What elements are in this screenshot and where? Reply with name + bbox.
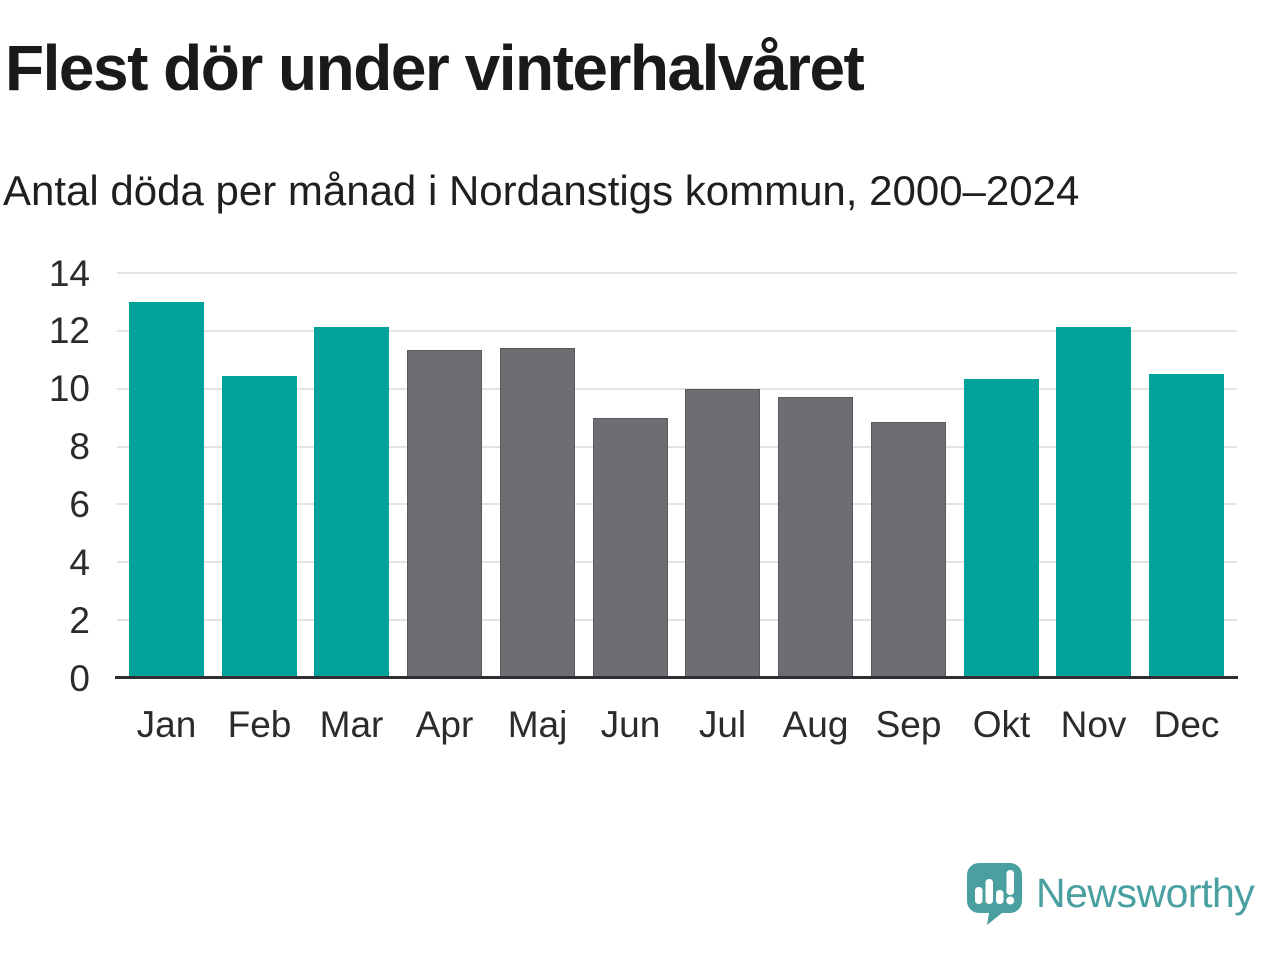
chart-subtitle: Antal döda per månad i Nordanstigs kommu…: [3, 167, 1080, 214]
gridline-4: [117, 561, 1237, 564]
y-axis-tick-label-8: 8: [69, 426, 90, 468]
y-axis-tick-label-6: 6: [69, 483, 90, 525]
bar-nov: [1056, 327, 1131, 678]
newsworthy-logo-text: Newsworthy: [1036, 870, 1255, 916]
y-axis-tick-label-0: 0: [69, 657, 90, 699]
bar-okt: [964, 379, 1039, 678]
gridline-6: [117, 503, 1237, 506]
bar-chart: 0 2 4 6 8 10 12 14 Jan Feb Mar Apr Maj Jun Jul Aug Sep Ok…: [48, 252, 1238, 745]
bar-dec: [1149, 374, 1224, 678]
bar-jul: [685, 389, 760, 678]
chart-title: Flest dör under vinterhalvåret: [5, 32, 865, 104]
bar-jan: [129, 302, 204, 678]
y-axis-tick-label-4: 4: [69, 541, 90, 583]
bar-sep: [871, 422, 946, 678]
x-axis-label-mar: Mar: [319, 704, 384, 745]
x-axis-label-apr: Apr: [415, 704, 474, 745]
y-axis-tick-label-2: 2: [69, 599, 90, 641]
x-axis-label-aug: Aug: [782, 704, 849, 745]
bar-maj: [500, 348, 575, 678]
bar-feb: [222, 376, 297, 678]
newsworthy-logo-icon: [967, 863, 1022, 925]
bar-mar: [314, 327, 389, 678]
x-axis-label-dec: Dec: [1153, 704, 1220, 745]
newsworthy-logo: Newsworthy: [966, 862, 1255, 926]
x-axis-label-jun: Jun: [600, 704, 661, 745]
x-axis-label-sep: Sep: [875, 704, 942, 745]
bar-jun: [593, 418, 668, 678]
x-axis-label-jul: Jul: [698, 704, 747, 745]
x-axis-line: [115, 676, 1238, 679]
y-axis-tick-label-10: 10: [48, 368, 90, 410]
x-axis-label-jan: Jan: [136, 704, 197, 745]
gridline-14: [117, 272, 1237, 274]
x-axis-label-okt: Okt: [972, 704, 1031, 745]
x-axis-label-nov: Nov: [1060, 704, 1127, 745]
gridline-8: [117, 445, 1237, 448]
gridline-12: [117, 329, 1237, 332]
y-axis-tick-label-12: 12: [48, 310, 90, 352]
x-axis-label-feb: Feb: [227, 704, 292, 745]
y-axis-tick-label-14: 14: [48, 252, 90, 294]
bar-aug: [778, 397, 853, 678]
gridline-2: [117, 619, 1237, 622]
x-axis-label-maj: Maj: [507, 704, 568, 745]
gridline-10: [117, 387, 1237, 390]
bar-apr: [407, 350, 482, 678]
